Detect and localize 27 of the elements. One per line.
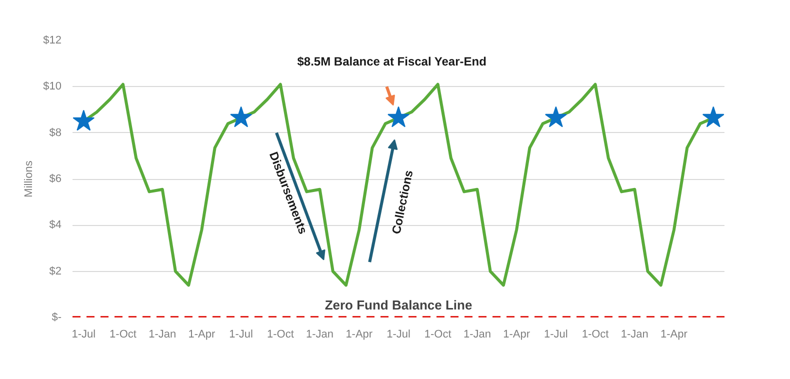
x-tick-label: 1-Oct <box>110 328 136 340</box>
x-tick-label: 1-Jan <box>148 328 176 340</box>
x-tick-label: 1-Jul <box>72 328 96 340</box>
annotation: $8.5M Balance at Fiscal Year-End <box>297 54 486 68</box>
y-tick-label: $10 <box>43 80 62 93</box>
y-tick-label: $8 <box>49 126 62 139</box>
ref-line-label: Zero Fund Balance Line <box>324 298 472 312</box>
x-tick-label: 1-Jan <box>463 328 491 340</box>
x-tick-label: 1-Jan <box>620 328 648 340</box>
x-tick-label: 1-Jul <box>544 328 568 340</box>
x-tick-label: 1-Apr <box>660 328 688 340</box>
x-tick-label: 1-Apr <box>503 328 530 340</box>
x-tick-label: 1-Jan <box>306 328 334 340</box>
x-tick-label: 1-Apr <box>346 328 373 340</box>
x-tick-label: 1-Oct <box>266 328 294 340</box>
y-tick-label: $2 <box>49 265 62 278</box>
annotation: Collections <box>389 168 416 236</box>
x-tick-label: 1-Jul <box>386 328 410 340</box>
x-tick-label: 1-Oct <box>582 328 609 340</box>
x-tick-label: 1-Apr <box>188 328 216 340</box>
y-axis-title: Millions <box>23 160 36 198</box>
y-tick-label: $12 <box>43 34 62 46</box>
y-tick-label: $- <box>52 312 62 324</box>
y-tick-label: $6 <box>49 173 62 185</box>
x-tick-label: 1-Jul <box>229 328 253 340</box>
y-tick-label: $4 <box>49 219 62 232</box>
x-tick-label: 1-Oct <box>424 328 452 340</box>
